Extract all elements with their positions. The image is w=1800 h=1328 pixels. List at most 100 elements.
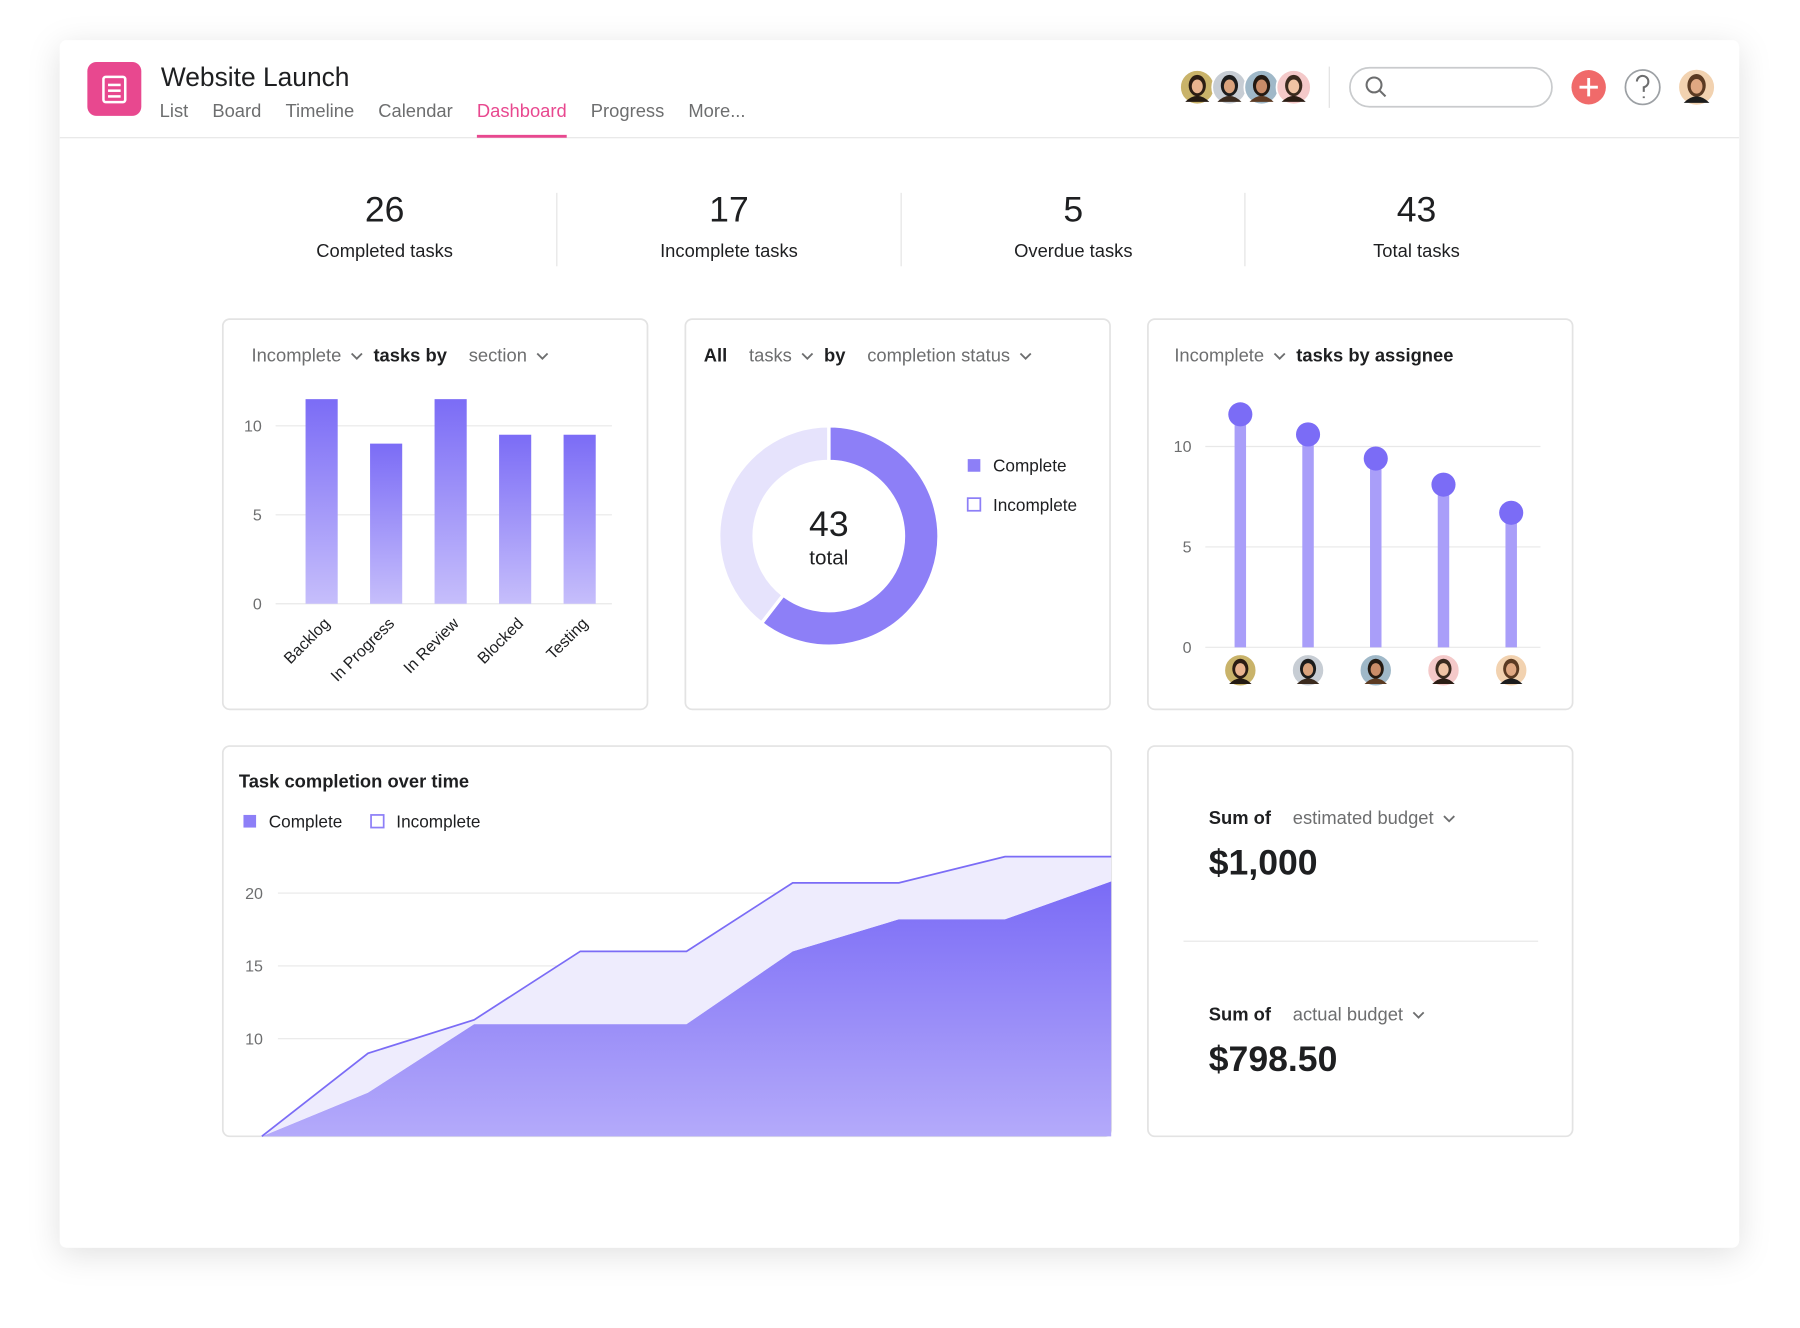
avatar-body	[1499, 678, 1523, 684]
chart-title: Task completion over time	[239, 770, 469, 791]
tab[interactable]: Timeline	[285, 100, 354, 121]
area-line	[261, 855, 1112, 1137]
avatar-face	[1506, 663, 1517, 676]
tab[interactable]: Dashboard	[477, 100, 567, 121]
y-tick-label: 20	[245, 885, 263, 903]
stat-label: Total tasks	[1373, 240, 1460, 261]
avatar-body	[1229, 678, 1252, 684]
bar	[305, 399, 338, 604]
lollipop-stem	[1302, 434, 1314, 648]
bar	[434, 399, 467, 604]
add-icon	[1579, 78, 1598, 97]
lollipop-stem	[1505, 512, 1517, 648]
avatar-face	[1191, 79, 1203, 94]
stat-value: 43	[1397, 190, 1437, 230]
chart-filter[interactable]: estimated budget	[1293, 807, 1434, 828]
legend-label: Complete	[269, 812, 343, 832]
stat-label: Overdue tasks	[1014, 240, 1132, 261]
chart-title: tasks by	[373, 345, 447, 366]
project-icon-glyph	[102, 75, 127, 104]
legend-label: Complete	[993, 456, 1067, 476]
lollipop-dot	[1363, 446, 1388, 471]
y-tick-label: 0	[253, 595, 262, 613]
avatar-face	[1288, 79, 1300, 94]
search-icon	[1365, 76, 1387, 98]
budget-value: $1,000	[1209, 843, 1318, 883]
legend-swatch	[243, 814, 257, 828]
chart-title: All	[704, 345, 727, 366]
area	[261, 856, 1112, 1137]
legend-swatch	[370, 814, 385, 829]
y-tick-label: 10	[1174, 438, 1192, 456]
stat-value: 5	[1063, 190, 1083, 230]
stat-label: Completed tasks	[316, 240, 453, 261]
search-box[interactable]	[1349, 66, 1553, 108]
avatar-face	[1235, 663, 1246, 676]
y-tick-label: 10	[245, 1030, 263, 1048]
help-icon	[1635, 74, 1650, 99]
active-tab-underline	[476, 134, 567, 138]
avatar-body	[1683, 96, 1710, 103]
y-tick-label: 5	[253, 507, 262, 525]
avatar-body	[1249, 95, 1274, 102]
avatar-body	[1432, 678, 1455, 684]
chart-title: Sum of	[1209, 1003, 1272, 1024]
avatar-body	[1281, 95, 1306, 102]
chart-filter[interactable]: actual budget	[1293, 1003, 1403, 1024]
y-tick-label: 5	[1183, 539, 1192, 557]
budget-value: $798.50	[1209, 1039, 1338, 1079]
avatar-body	[1364, 678, 1388, 684]
avatar-body	[1217, 95, 1242, 102]
avatar-body	[1185, 95, 1210, 102]
donut-slice	[716, 424, 831, 626]
avatar-face	[1370, 663, 1381, 676]
avatar-face	[1302, 663, 1314, 676]
chevron	[1443, 815, 1455, 823]
chart-title: by	[824, 345, 846, 366]
chevron	[536, 352, 549, 360]
avatar-face	[1438, 663, 1449, 676]
lollipop-stem	[1437, 484, 1450, 648]
chevron	[1412, 1011, 1425, 1019]
help-button[interactable]	[1624, 69, 1661, 106]
tab[interactable]: Progress	[591, 100, 664, 121]
y-tick-label: 10	[244, 418, 262, 436]
lollipop-dot	[1228, 402, 1253, 427]
chart-filter[interactable]: completion status	[867, 345, 1010, 366]
avatar-body	[1296, 678, 1320, 684]
bar	[370, 443, 403, 604]
donut-total-label: total	[809, 547, 848, 570]
lollipop-dot	[1431, 472, 1456, 497]
avatar-face	[1690, 78, 1703, 94]
bar	[563, 434, 596, 604]
stat-value: 26	[365, 190, 405, 230]
chart-title: Sum of	[1209, 807, 1272, 828]
lollipop-dot	[1295, 422, 1321, 447]
chart-title: tasks by assignee	[1296, 345, 1453, 366]
legend-swatch	[967, 459, 981, 472]
chevron	[801, 352, 814, 360]
donut-total: 43	[809, 504, 849, 544]
legend-label: Incomplete	[993, 495, 1077, 515]
tab[interactable]: Calendar	[378, 100, 453, 121]
legend-label: Incomplete	[396, 812, 480, 832]
card	[1147, 318, 1574, 711]
tab[interactable]: More...	[688, 100, 745, 121]
chart-filter[interactable]: Incomplete	[1174, 345, 1264, 366]
chevron	[1273, 352, 1286, 360]
stat-value: 17	[709, 190, 749, 230]
avatar-face	[1256, 79, 1268, 94]
bar	[499, 434, 532, 604]
chart-filter[interactable]: section	[469, 345, 527, 366]
lollipop-stem	[1370, 458, 1382, 648]
donut-slice	[759, 424, 941, 648]
project-icon[interactable]	[87, 61, 142, 116]
chart-filter[interactable]: tasks	[749, 345, 792, 366]
y-tick-label: 0	[1183, 639, 1192, 657]
tab[interactable]: Board	[212, 100, 261, 121]
legend-swatch	[966, 497, 982, 512]
chart-filter[interactable]: Incomplete	[251, 345, 341, 366]
tab[interactable]: List	[160, 100, 189, 121]
